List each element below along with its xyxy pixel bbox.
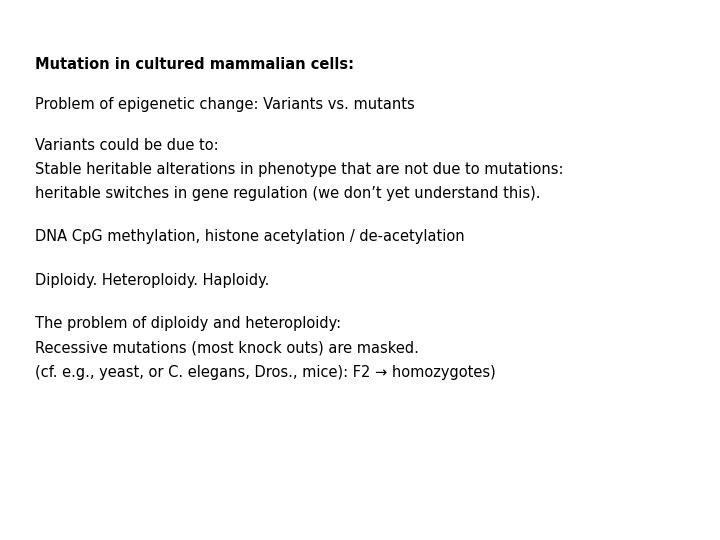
Text: Problem of epigenetic change: Variants vs. mutants: Problem of epigenetic change: Variants v…	[35, 97, 414, 112]
Text: Diploidy. Heteroploidy. Haploidy.: Diploidy. Heteroploidy. Haploidy.	[35, 273, 269, 288]
Text: (cf. e.g., yeast, or C. elegans, Dros., mice): F2 → homozygotes): (cf. e.g., yeast, or C. elegans, Dros., …	[35, 364, 495, 380]
Text: Variants could be due to:: Variants could be due to:	[35, 138, 218, 153]
Text: The problem of diploidy and heteroploidy:: The problem of diploidy and heteroploidy…	[35, 316, 341, 331]
Text: heritable switches in gene regulation (we don’t yet understand this).: heritable switches in gene regulation (w…	[35, 186, 540, 201]
Text: Mutation in cultured mammalian cells:: Mutation in cultured mammalian cells:	[35, 57, 354, 72]
Text: DNA CpG methylation, histone acetylation / de-acetylation: DNA CpG methylation, histone acetylation…	[35, 230, 464, 245]
Text: Recessive mutations (most knock outs) are masked.: Recessive mutations (most knock outs) ar…	[35, 340, 418, 355]
Text: Stable heritable alterations in phenotype that are not due to mutations:: Stable heritable alterations in phenotyp…	[35, 162, 563, 177]
